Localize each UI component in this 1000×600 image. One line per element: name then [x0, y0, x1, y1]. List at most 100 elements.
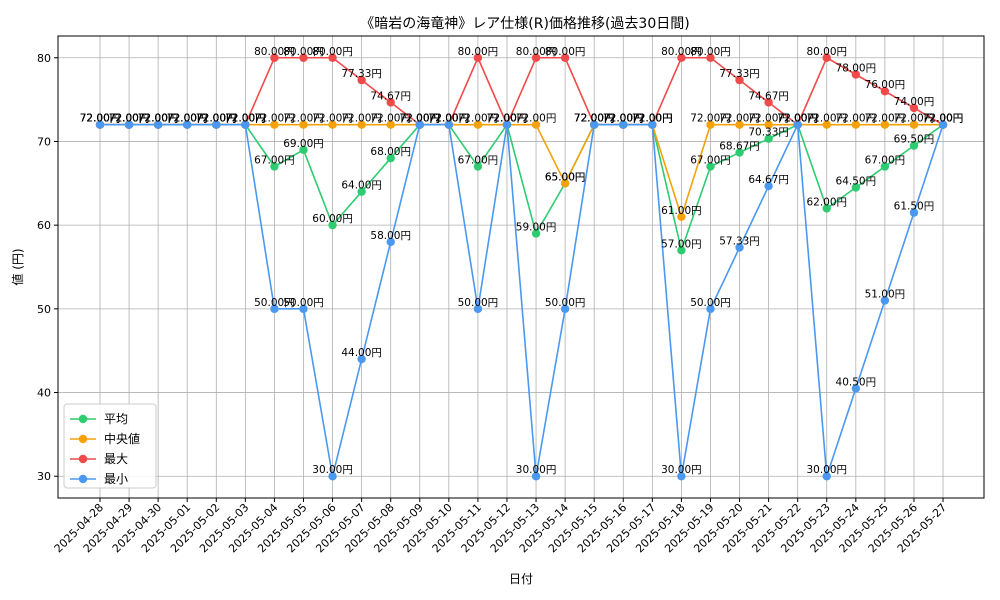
- data-point: [851, 183, 861, 192]
- data-label: 72.00円: [603, 113, 644, 125]
- data-label: 72.00円: [748, 113, 789, 125]
- legend-marker: [78, 414, 88, 424]
- data-label: 78.00円: [836, 63, 877, 75]
- data-point: [851, 120, 861, 129]
- data-label: 72.00円: [138, 113, 179, 125]
- data-label: 72.00円: [777, 113, 818, 125]
- data-point: [386, 98, 395, 107]
- data-label: 72.00円: [487, 113, 528, 125]
- data-label: 72.00円: [138, 113, 179, 125]
- data-point: [444, 120, 454, 129]
- data-point: [822, 204, 831, 213]
- data-point: [706, 53, 715, 62]
- data-point: [764, 98, 773, 107]
- data-point: [735, 148, 744, 157]
- data-point: [299, 145, 308, 155]
- data-label: 72.00円: [138, 113, 179, 125]
- data-label: 58.00円: [370, 230, 411, 242]
- data-label: 72.00円: [138, 113, 179, 125]
- data-label: 72.00円: [225, 113, 266, 125]
- legend-box: [63, 403, 157, 489]
- data-label: 80.00円: [806, 46, 847, 58]
- y-axis-ticks: 30 40 50 60 70 80: [37, 52, 58, 483]
- data-label: 72.00円: [399, 113, 440, 125]
- grid-lines: [58, 36, 984, 498]
- data-label: 69.50円: [894, 134, 935, 146]
- data-point: [531, 229, 541, 238]
- data-label: 30.00円: [312, 464, 353, 476]
- data-point: [386, 153, 395, 163]
- data-label: 80.00円: [516, 46, 557, 58]
- legend-label: 平均: [104, 412, 128, 426]
- data-label: 50.00円: [458, 297, 499, 309]
- data-label: 72.00円: [341, 113, 382, 125]
- data-label: 72.00円: [429, 113, 470, 125]
- data-label: 68.67円: [719, 141, 760, 153]
- data-label: 72.00円: [719, 113, 760, 125]
- data-label: 72.00円: [399, 113, 440, 125]
- data-point: [560, 179, 570, 188]
- data-label: 76.00円: [865, 79, 906, 91]
- data-label: 72.00円: [894, 113, 935, 125]
- data-point: [183, 120, 192, 129]
- data-point: [357, 354, 366, 364]
- data-label: 64.00円: [341, 180, 382, 192]
- data-label: 74.67円: [748, 90, 789, 102]
- data-label: 67.00円: [865, 155, 906, 167]
- data-point: [822, 53, 831, 62]
- data-label: 72.00円: [196, 113, 237, 125]
- data-point: [706, 304, 715, 314]
- data-label: 72.00円: [225, 113, 266, 125]
- data-point: [241, 120, 250, 129]
- legend-marker: [78, 474, 88, 484]
- data-point: [793, 120, 802, 129]
- data-label: 72.00円: [923, 113, 964, 125]
- data-point: [589, 120, 599, 129]
- x-axis-label: 日付: [509, 572, 533, 586]
- data-point: [502, 120, 512, 129]
- data-point: [909, 208, 919, 217]
- series-line-3: [100, 121, 944, 477]
- data-point: [909, 103, 919, 113]
- data-label: 67.00円: [458, 155, 499, 167]
- data-label: 50.00円: [254, 297, 295, 309]
- data-point: [560, 304, 570, 314]
- y-tick-label: 30: [37, 470, 51, 483]
- data-point: [648, 120, 657, 129]
- data-label: 80.00円: [312, 46, 353, 58]
- data-label: 72.00円: [429, 113, 470, 125]
- data-label: 72.00円: [574, 113, 615, 125]
- data-label: 44.00円: [341, 347, 382, 359]
- data-label: 72.00円: [458, 113, 499, 125]
- data-label: 72.00円: [196, 113, 237, 125]
- data-point: [531, 472, 541, 481]
- data-point: [357, 187, 366, 196]
- data-label: 64.67円: [748, 174, 789, 186]
- data-point: [270, 53, 279, 62]
- data-label: 72.00円: [487, 113, 528, 125]
- data-label: 72.00円: [690, 113, 731, 125]
- data-point: [328, 120, 337, 129]
- data-point: [909, 120, 919, 129]
- y-axis-label: 値 (円): [10, 248, 25, 285]
- data-label: 72.00円: [574, 113, 615, 125]
- data-label: 72.00円: [923, 113, 964, 125]
- data-label: 72.00円: [429, 113, 470, 125]
- data-point: [473, 304, 483, 314]
- data-label: 72.00円: [80, 113, 121, 125]
- data-point: [95, 120, 105, 129]
- data-point: [560, 53, 570, 62]
- data-point: [270, 304, 279, 314]
- data-label: 72.00円: [574, 113, 615, 125]
- data-label: 80.00円: [254, 46, 295, 58]
- data-label: 72.00円: [603, 113, 644, 125]
- legend-marker: [78, 434, 88, 444]
- data-label: 72.00円: [167, 113, 208, 125]
- data-point: [851, 384, 861, 393]
- data-label: 51.00円: [865, 288, 906, 300]
- data-label: 60.00円: [312, 213, 353, 225]
- data-label: 30.00円: [661, 464, 702, 476]
- data-point: [735, 243, 744, 252]
- data-label: 72.00円: [632, 113, 673, 125]
